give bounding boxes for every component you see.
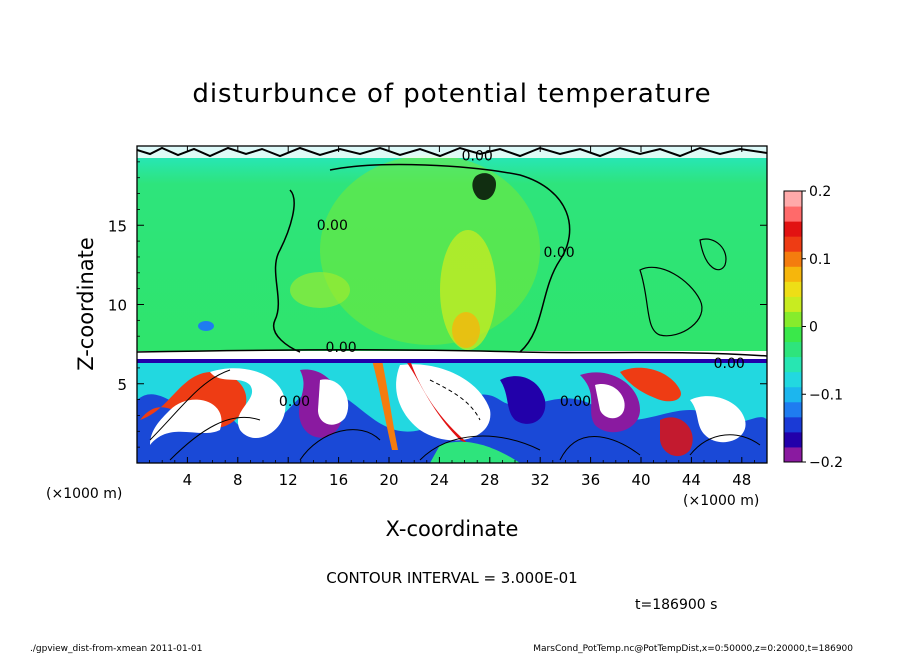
colorbar-swatch [784,296,802,312]
colorbar-swatch [784,416,802,433]
contour-label: 0.00 [714,356,745,372]
contour-patch-right [639,266,703,337]
white-eddy-3 [318,379,349,425]
warm-eddy-2 [620,367,681,402]
dashed-contour [429,379,481,421]
colorbar-swatch [784,206,802,222]
colorbar-tick-label: 0.2 [809,184,831,200]
colorbar-swatch [784,341,802,358]
x-tick-label: 44 [682,471,701,489]
colorbar-swatch [784,221,802,237]
colorbar-swatch [784,251,802,267]
colorbar-swatch [784,386,802,403]
white-eddy-6 [690,396,746,443]
contour-label: 0.00 [462,148,493,164]
contour-patch-right-2 [699,238,727,271]
zero-contour-left [272,189,301,353]
white-eddy [150,399,222,445]
warm-filament [405,360,470,445]
contour-interval: CONTOUR INTERVAL = 3.000E-01 [326,569,577,587]
y-tick-label: 5 [117,376,127,394]
contour-labels: 0.00 0.00 0.00 0.00 0.00 0.00 0.00 [279,148,745,410]
x-tick-label: 40 [631,471,650,489]
top-noise-contour [137,146,767,158]
white-eddy-5 [595,384,625,419]
x-tick-label: 36 [581,471,600,489]
x-tick-label: 28 [480,471,499,489]
x-tick-label: 32 [531,471,550,489]
colorbar-swatch [784,281,802,297]
x-axis-unit: (×1000 m) [683,493,759,509]
colorbar-swatch [784,326,802,343]
contour-label: 0.00 [326,340,357,356]
zero-contour-right [329,163,571,353]
colorbar-swatch [784,266,802,282]
colorbar-tick-label: 0.1 [809,252,831,268]
colorbar-swatch [784,431,802,448]
contour-label: 0.00 [317,218,348,234]
inversion-stripe [137,351,767,359]
x-tick-label: 48 [732,471,751,489]
lower-contours [149,369,761,461]
green-patch [430,441,520,463]
colorbar-swatch [784,401,802,418]
warm-eddy-3 [660,417,693,457]
contour-label: 0.00 [279,394,310,410]
colorbar-tick-label: 0 [809,320,818,336]
x-axis-label: X-coordinate [386,517,519,541]
colorbar-tick-label: −0.2 [809,455,843,471]
x-tick-label: 8 [233,471,243,489]
white-eddy-2 [210,368,286,439]
footer-left: ./gpview_dist-from-xmean 2011-01-01 [30,644,202,654]
dark-blob-top [472,173,496,201]
x-tick-label: 4 [183,471,193,489]
x-tick-label: 20 [379,471,398,489]
y-axis-ticks: 5 10 15 [108,161,767,448]
colorbar-swatch [784,446,802,463]
colorbar [784,191,802,463]
dark-eddy [500,376,546,424]
x-tick-label: 12 [279,471,298,489]
colorbar-swatch [784,356,802,373]
contour-label: 0.00 [544,245,575,261]
y-axis-unit: (×1000 m) [46,486,122,502]
warm-filament-2 [372,360,398,450]
warm-plume [320,155,540,345]
time-stamp: t=186900 s [635,597,717,613]
colorbar-swatch [784,191,802,207]
colorbar-ticks: 0.2 0.1 0 −0.1 −0.2 [802,184,843,471]
colorbar-swatch [784,371,802,388]
x-axis-ticks: 4 8 12 16 20 24 28 32 36 40 44 48 [149,146,755,489]
y-axis-label: Z-coordinate [74,237,98,371]
chart-title: disturbunce of potential temperature [192,79,711,109]
warm-spot [452,312,480,348]
y-tick-label: 15 [108,217,127,235]
plot-area: 0.00 0.00 0.00 0.00 0.00 0.00 0.00 [137,146,767,463]
inversion-dark [137,359,767,363]
colorbar-swatch [784,236,802,252]
warm-patch [290,272,350,308]
contour-label: 0.00 [560,394,591,410]
footer-right: MarsCond_PotTemp.nc@PotTempDist,x=0:5000… [533,644,853,654]
colorbar-tick-label: −0.1 [809,387,843,403]
x-tick-label: 16 [329,471,348,489]
cold-spot [198,321,214,331]
warm-core [440,230,496,350]
x-tick-label: 24 [430,471,449,489]
y-tick-label: 10 [108,297,127,315]
colorbar-swatch [784,311,802,327]
zero-contour-base [137,348,767,357]
